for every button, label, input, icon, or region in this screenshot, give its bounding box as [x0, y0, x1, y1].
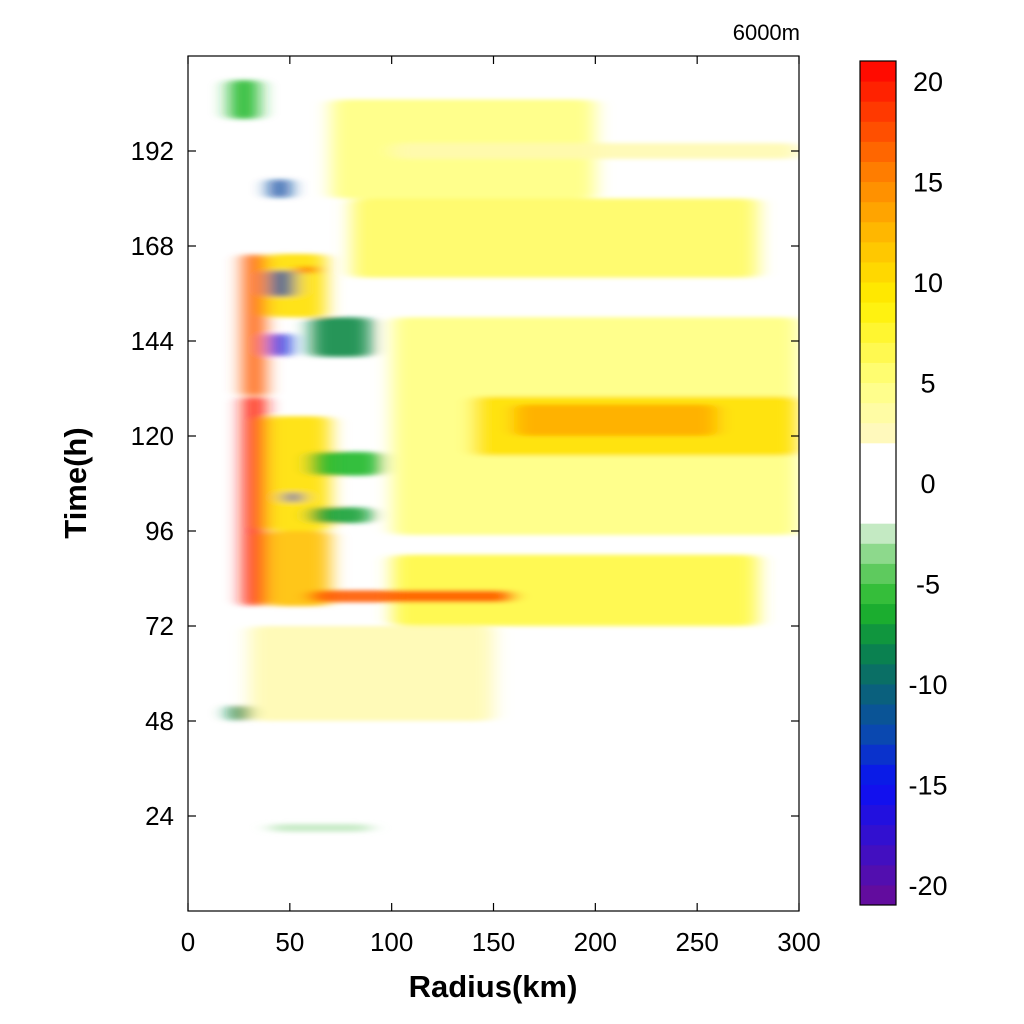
y-tick-label: 168	[131, 231, 174, 261]
colorbar-segment	[860, 563, 896, 584]
y-tick-label: 96	[145, 516, 174, 546]
heatmap-cell	[285, 491, 301, 504]
y-tick-label: 192	[131, 136, 174, 166]
heatmap-cell	[269, 269, 294, 298]
colorbar-segment	[860, 302, 896, 323]
colorbar-label: 10	[913, 268, 943, 298]
colorbar-segment	[860, 241, 896, 263]
colorbar-segment	[860, 483, 896, 504]
x-tick-label: 300	[777, 927, 820, 957]
colorbar-segment	[860, 724, 896, 745]
colorbar-segment	[860, 141, 896, 162]
heatmap-cell	[310, 317, 372, 357]
colorbar-segment	[860, 583, 896, 605]
colorbar-segment	[860, 342, 896, 363]
colorbar-segment	[860, 704, 896, 725]
heatmap-cell	[310, 507, 372, 524]
y-tick-label: 72	[145, 611, 174, 641]
colorbar-segment	[860, 121, 896, 142]
colorbar-segment	[860, 81, 896, 102]
x-tick-label: 0	[181, 927, 195, 957]
heatmap-cell	[242, 253, 266, 397]
colorbar-label: -5	[916, 569, 940, 599]
colorbar-segment	[860, 61, 896, 82]
x-axis: 0 50 100 150 200 250 300	[181, 56, 821, 957]
colorbar-segment	[860, 543, 896, 564]
heatmap-cell	[391, 554, 759, 626]
y-tick-label: 24	[145, 801, 174, 831]
heatmap-cell	[513, 404, 718, 436]
x-tick-label: 150	[472, 927, 515, 957]
corner-label: 6000m	[733, 20, 800, 45]
y-axis-title: Time(h)	[58, 427, 93, 538]
heatmap-cell	[269, 333, 290, 357]
colorbar-segment	[860, 663, 896, 685]
colorbar-segment	[860, 282, 896, 303]
y-tick-label: 144	[131, 326, 174, 356]
heatmap-cell	[310, 451, 382, 476]
colorbar-segment	[860, 824, 896, 846]
colorbar: 20 15 10 5 0 -5 -10 -15 -20	[859, 60, 948, 906]
colorbar-segment	[860, 101, 896, 122]
colorbar-segment	[860, 181, 896, 203]
colorbar-segment	[860, 261, 896, 283]
colorbar-label: -10	[908, 670, 947, 700]
colorbar-segment	[860, 322, 896, 343]
colorbar-segment	[860, 864, 896, 886]
x-tick-label: 250	[675, 927, 718, 957]
heatmap-cell	[310, 590, 514, 603]
colorbar-segment	[860, 764, 896, 785]
colorbar-segment	[860, 643, 896, 665]
colorbar-segment	[860, 623, 896, 645]
colorbar-segment	[860, 161, 896, 183]
colorbar-segment	[860, 884, 896, 906]
heatmap-cell	[228, 705, 250, 721]
y-tick-label: 48	[145, 706, 174, 736]
colorbar-segment	[860, 804, 896, 826]
colorbar-frame	[859, 60, 897, 906]
colorbar-segment	[860, 844, 896, 866]
colorbar-label: 5	[920, 369, 935, 399]
colorbar-segment	[860, 603, 896, 625]
colorbar-segment	[860, 422, 896, 444]
heatmap-cell	[265, 531, 331, 607]
y-axis: 24 48 72 96 120 144 168 192	[131, 136, 799, 831]
heatmap-cell	[269, 178, 290, 199]
colorbar-segment	[860, 784, 896, 806]
heatmap-cell	[300, 265, 315, 274]
y-tick-label: 120	[131, 421, 174, 451]
heatmap-cell	[265, 416, 331, 531]
colorbar-label: 20	[913, 67, 943, 97]
x-tick-label: 200	[574, 927, 617, 957]
colorbar-segment	[860, 744, 896, 765]
colorbar-segment	[860, 462, 896, 484]
colorbar-segment	[860, 382, 896, 404]
colorbar-label: -15	[908, 770, 947, 800]
colorbar-label: 15	[913, 168, 943, 198]
colorbar-segment	[860, 362, 896, 384]
colorbar-segment	[860, 683, 896, 705]
x-tick-label: 50	[275, 927, 304, 957]
colorbar-segment	[860, 503, 896, 524]
colorbar-segment	[860, 201, 896, 223]
colorbar-segment	[860, 221, 896, 243]
colorbar-segment	[860, 523, 896, 544]
heatmap-cell	[391, 143, 799, 159]
colorbar-segment	[860, 442, 896, 464]
heatmap-cell	[350, 198, 759, 278]
x-tick-label: 100	[370, 927, 413, 957]
heatmap-cell	[269, 823, 372, 832]
heatmap-field	[228, 79, 799, 832]
heatmap-cell	[249, 626, 494, 721]
colorbar-label: -20	[908, 871, 947, 901]
heatmap-cell	[228, 79, 260, 120]
x-axis-title: Radius(km)	[409, 969, 578, 1004]
colorbar-segment	[860, 402, 896, 424]
colorbar-label: 0	[920, 469, 935, 499]
heatmap-cell	[242, 396, 266, 607]
